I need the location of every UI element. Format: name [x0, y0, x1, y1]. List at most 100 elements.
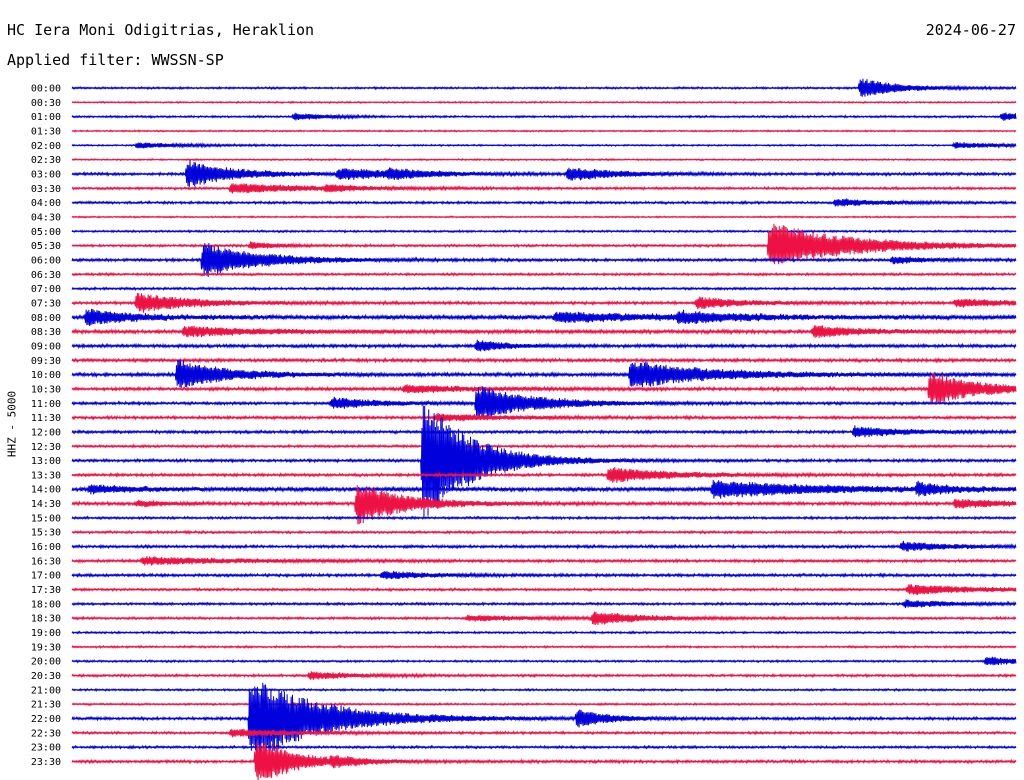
time-label-0300: 03:00: [31, 169, 61, 180]
record-date: 2024-06-27: [925, 21, 1016, 39]
trace-1900: [71, 630, 1017, 635]
time-label-1130: 11:30: [31, 413, 61, 424]
time-label-1730: 17:30: [31, 585, 61, 596]
trace-2030: [71, 671, 1017, 680]
trace-0500: [71, 228, 1017, 234]
trace-0900: [71, 339, 1017, 352]
time-label-2000: 20:00: [31, 657, 61, 668]
trace-0630: [71, 271, 1017, 278]
time-label-0400: 04:00: [31, 198, 61, 209]
trace-0030: [71, 100, 1017, 105]
time-label-0000: 00:00: [31, 84, 61, 95]
time-label-2100: 21:00: [31, 685, 61, 696]
time-label-1830: 18:30: [31, 614, 61, 625]
trace-1230: [71, 443, 1017, 450]
trace-2230: [71, 728, 1017, 738]
trace-1200: [71, 425, 1017, 438]
trace-0830: [71, 325, 1017, 338]
trace-1530: [71, 529, 1017, 535]
time-label-0430: 04:30: [31, 212, 61, 223]
time-label-1600: 16:00: [31, 542, 61, 553]
trace-1500: [71, 515, 1017, 521]
time-label-1630: 16:30: [31, 556, 61, 567]
time-label-0730: 07:30: [31, 298, 61, 309]
time-label-0230: 02:30: [31, 155, 61, 166]
trace-0430: [71, 215, 1017, 219]
trace-0730: [71, 292, 1017, 313]
time-label-2230: 22:30: [31, 728, 61, 739]
time-label-1000: 10:00: [31, 370, 61, 381]
trace-1100: [71, 386, 1017, 420]
time-label-2130: 21:30: [31, 700, 61, 711]
time-label-2330: 23:30: [31, 757, 61, 768]
trace-0130: [71, 129, 1017, 133]
time-label-1300: 13:00: [31, 456, 61, 467]
trace-2300: [71, 744, 1017, 750]
time-label-1900: 19:00: [31, 628, 61, 639]
time-label-0700: 07:00: [31, 284, 61, 295]
trace-2100: [71, 687, 1017, 693]
trace-1800: [71, 599, 1017, 609]
trace-0330: [71, 183, 1017, 194]
trace-2330: [71, 741, 1017, 780]
time-label-0200: 02:00: [31, 141, 61, 152]
time-label-0800: 08:00: [31, 313, 61, 324]
time-label-1230: 12:30: [31, 442, 61, 453]
time-label-1430: 14:30: [31, 499, 61, 510]
trace-0230: [71, 157, 1017, 162]
trace-2200: [71, 682, 1017, 756]
time-label-2200: 22:00: [31, 714, 61, 725]
time-label-1330: 13:30: [31, 470, 61, 481]
time-label-0130: 01:30: [31, 126, 61, 137]
trace-0930: [71, 356, 1017, 364]
time-label-1530: 15:30: [31, 528, 61, 539]
time-label-2030: 20:30: [31, 671, 61, 682]
time-label-0900: 09:00: [31, 341, 61, 352]
time-label-1400: 14:00: [31, 485, 61, 496]
trace-0530: [71, 223, 1017, 265]
time-label-1930: 19:30: [31, 642, 61, 653]
station-title: HC Iera Moni Odigitrias, Heraklion: [7, 21, 315, 39]
trace-1930: [71, 644, 1017, 650]
time-label-0100: 01:00: [31, 112, 61, 123]
trace-0800: [71, 308, 1017, 326]
time-label-0030: 00:30: [31, 98, 61, 109]
trace-1030: [71, 372, 1017, 405]
time-label-0600: 06:00: [31, 255, 61, 266]
trace-0100: [71, 112, 1017, 121]
trace-0000: [71, 78, 1017, 97]
time-label-1800: 18:00: [31, 599, 61, 610]
trace-1300: [71, 405, 1017, 517]
trace-1330: [71, 467, 1017, 483]
trace-1400: [71, 479, 1017, 499]
trace-1000: [71, 359, 1017, 388]
trace-1830: [71, 611, 1017, 626]
trace-1630: [71, 556, 1017, 566]
trace-2000: [71, 656, 1017, 666]
trace-0600: [71, 243, 1017, 278]
trace-1430: [71, 485, 1017, 525]
time-label-1500: 15:00: [31, 513, 61, 524]
filter-label: Applied filter: WWSSN-SP: [7, 51, 224, 69]
time-label-2300: 23:00: [31, 743, 61, 754]
trace-0200: [71, 141, 1017, 149]
trace-1700: [71, 570, 1017, 580]
trace-0400: [71, 198, 1017, 207]
time-label-0330: 03:30: [31, 184, 61, 195]
time-label-1030: 10:30: [31, 384, 61, 395]
trace-0700: [71, 285, 1017, 292]
time-label-0830: 08:30: [31, 327, 61, 338]
time-label-0930: 09:30: [31, 356, 61, 367]
trace-2130: [71, 701, 1017, 707]
trace-1730: [71, 584, 1017, 595]
time-label-0500: 05:00: [31, 227, 61, 238]
time-label-1100: 11:00: [31, 399, 61, 410]
time-label-1200: 12:00: [31, 427, 61, 438]
trace-0300: [71, 160, 1017, 187]
time-label-1700: 17:00: [31, 571, 61, 582]
time-label-0630: 06:30: [31, 270, 61, 281]
trace-1600: [71, 540, 1017, 552]
time-label-0530: 05:30: [31, 241, 61, 252]
